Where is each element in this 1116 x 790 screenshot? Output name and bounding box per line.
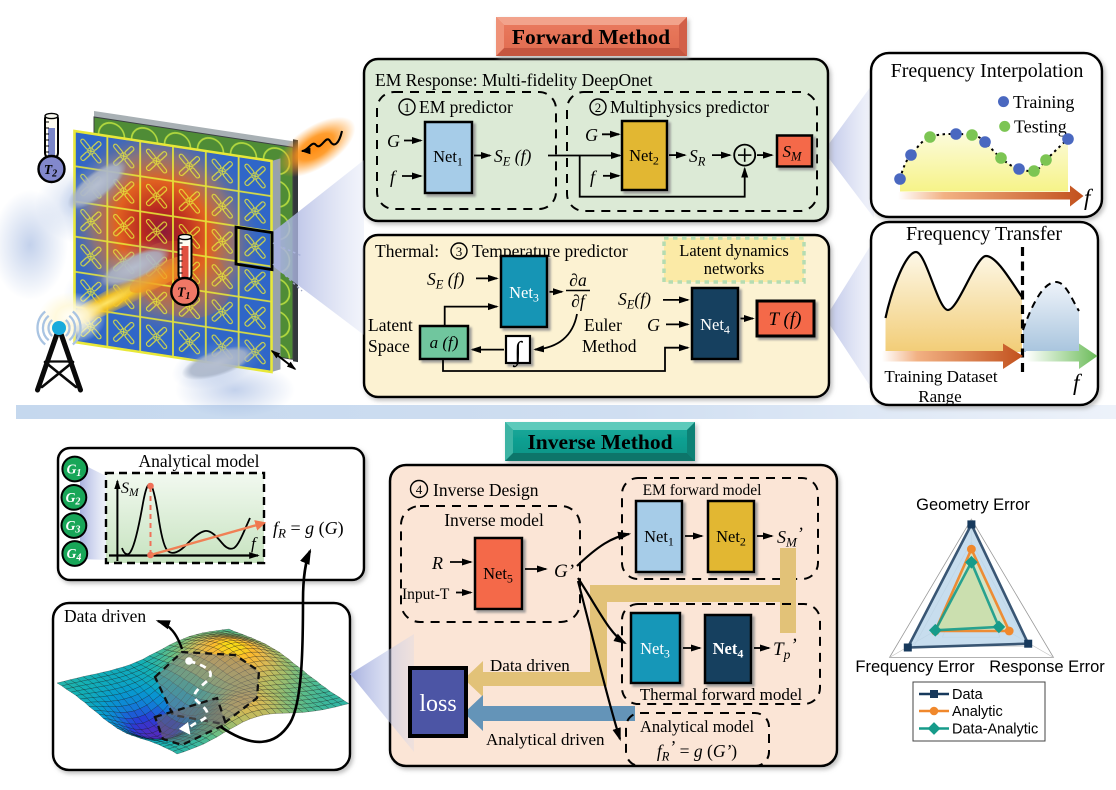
svg-text:R: R xyxy=(431,553,443,573)
svg-text:Frequency Interpolation: Frequency Interpolation xyxy=(891,60,1084,82)
svg-text:T (f): T (f) xyxy=(769,309,802,330)
svg-text:Frequency Error: Frequency Error xyxy=(855,658,975,676)
svg-text:G’: G’ xyxy=(554,561,574,582)
svg-text:∂a: ∂a xyxy=(569,270,587,290)
svg-text:Method: Method xyxy=(582,336,637,356)
svg-text:Analytical model: Analytical model xyxy=(640,717,755,736)
svg-text:Range: Range xyxy=(918,387,961,406)
svg-text:Data driven: Data driven xyxy=(490,656,570,675)
svg-text:G: G xyxy=(585,125,598,145)
svg-text:Training Dataset: Training Dataset xyxy=(884,367,997,386)
svg-text:SE (f): SE (f) xyxy=(427,269,464,292)
svg-text:EM Response: Multi-fidelity De: EM Response: Multi-fidelity DeepOnet xyxy=(375,70,653,90)
svg-text:EM predictor: EM predictor xyxy=(419,97,513,117)
svg-text:Euler: Euler xyxy=(584,315,622,335)
svg-text:Geometry Error: Geometry Error xyxy=(916,496,1030,514)
svg-text:Data driven: Data driven xyxy=(64,606,146,626)
svg-text:3: 3 xyxy=(456,244,463,259)
svg-text:Analytic: Analytic xyxy=(952,704,1003,720)
svg-text:a (f): a (f) xyxy=(430,333,459,352)
svg-text:Temperature predictor: Temperature predictor xyxy=(472,241,628,261)
svg-text:Latent: Latent xyxy=(368,315,413,335)
svg-text:1: 1 xyxy=(404,100,411,115)
svg-text:Latent dynamics: Latent dynamics xyxy=(679,241,789,260)
svg-text:∂f: ∂f xyxy=(571,291,587,311)
svg-text:Analytical model: Analytical model xyxy=(138,451,259,471)
svg-text:fR’ = g (G’): fR’ = g (G’) xyxy=(657,737,737,764)
svg-text:networks: networks xyxy=(704,259,765,278)
svg-text:Training: Training xyxy=(1013,92,1074,112)
svg-text:Inverse Method: Inverse Method xyxy=(527,430,672,454)
svg-text:Data-Analytic: Data-Analytic xyxy=(952,722,1038,738)
svg-text:G: G xyxy=(387,131,400,151)
svg-text:Testing: Testing xyxy=(1014,117,1067,137)
svg-text:Analytical driven: Analytical driven xyxy=(486,730,605,749)
svg-text:EM forward model: EM forward model xyxy=(643,482,762,499)
svg-text:Frequency Transfer: Frequency Transfer xyxy=(906,223,1062,245)
svg-text:Data: Data xyxy=(952,687,984,703)
svg-text:Input-T: Input-T xyxy=(402,586,450,603)
svg-text:Multiphysics predictor: Multiphysics predictor xyxy=(610,97,769,117)
svg-text:SE (f): SE (f) xyxy=(494,146,531,169)
svg-text:loss: loss xyxy=(419,691,456,717)
svg-text:2: 2 xyxy=(595,100,602,115)
svg-text:Inverse Design: Inverse Design xyxy=(433,480,539,500)
svg-text:Space: Space xyxy=(368,336,410,356)
svg-text:Response Error: Response Error xyxy=(989,658,1105,676)
svg-text:4: 4 xyxy=(416,482,423,497)
svg-text:SE(f): SE(f) xyxy=(618,289,651,312)
svg-text:Thermal forward model: Thermal forward model xyxy=(640,685,803,704)
svg-text:Thermal:: Thermal: xyxy=(375,241,439,261)
svg-text:∫: ∫ xyxy=(512,336,523,368)
svg-text:Inverse model: Inverse model xyxy=(444,510,544,530)
svg-text:G: G xyxy=(647,315,660,335)
svg-text:Forward Method: Forward Method xyxy=(512,25,670,49)
